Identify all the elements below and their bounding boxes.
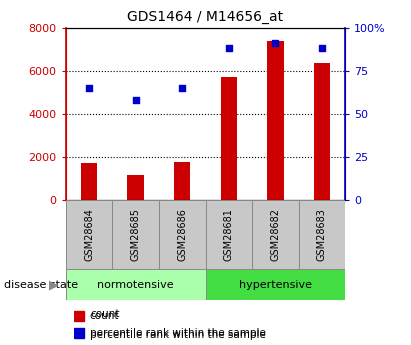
Bar xyxy=(127,175,144,200)
Text: GSM28681: GSM28681 xyxy=(224,208,234,261)
Text: hypertensive: hypertensive xyxy=(239,280,312,289)
Bar xyxy=(74,310,84,321)
Bar xyxy=(74,328,84,338)
Bar xyxy=(112,200,159,269)
Text: percentile rank within the sample: percentile rank within the sample xyxy=(90,330,266,339)
Text: count: count xyxy=(90,309,120,319)
Point xyxy=(226,46,232,51)
Bar xyxy=(81,164,97,200)
Bar xyxy=(252,200,299,269)
Bar xyxy=(267,41,284,200)
Text: ▶: ▶ xyxy=(48,278,58,291)
Bar xyxy=(66,200,112,269)
Text: GSM28684: GSM28684 xyxy=(84,208,94,261)
Point xyxy=(86,85,92,91)
Point xyxy=(272,40,279,46)
Point xyxy=(319,46,325,51)
Point xyxy=(179,85,185,91)
Text: GSM28683: GSM28683 xyxy=(317,208,327,261)
Bar xyxy=(206,200,252,269)
Bar xyxy=(314,63,330,200)
Bar xyxy=(299,200,345,269)
Text: GSM28685: GSM28685 xyxy=(131,208,141,261)
Text: normotensive: normotensive xyxy=(97,280,174,289)
Point xyxy=(132,97,139,103)
Text: GSM28682: GSM28682 xyxy=(270,208,280,261)
Bar xyxy=(221,77,237,200)
Bar xyxy=(66,269,206,300)
Text: disease state: disease state xyxy=(4,280,78,289)
Text: percentile rank within the sample: percentile rank within the sample xyxy=(90,328,266,338)
Bar xyxy=(174,162,190,200)
Text: count: count xyxy=(90,311,119,321)
Bar xyxy=(159,200,206,269)
Title: GDS1464 / M14656_at: GDS1464 / M14656_at xyxy=(127,10,284,24)
Bar xyxy=(206,269,345,300)
Text: GSM28686: GSM28686 xyxy=(177,208,187,261)
